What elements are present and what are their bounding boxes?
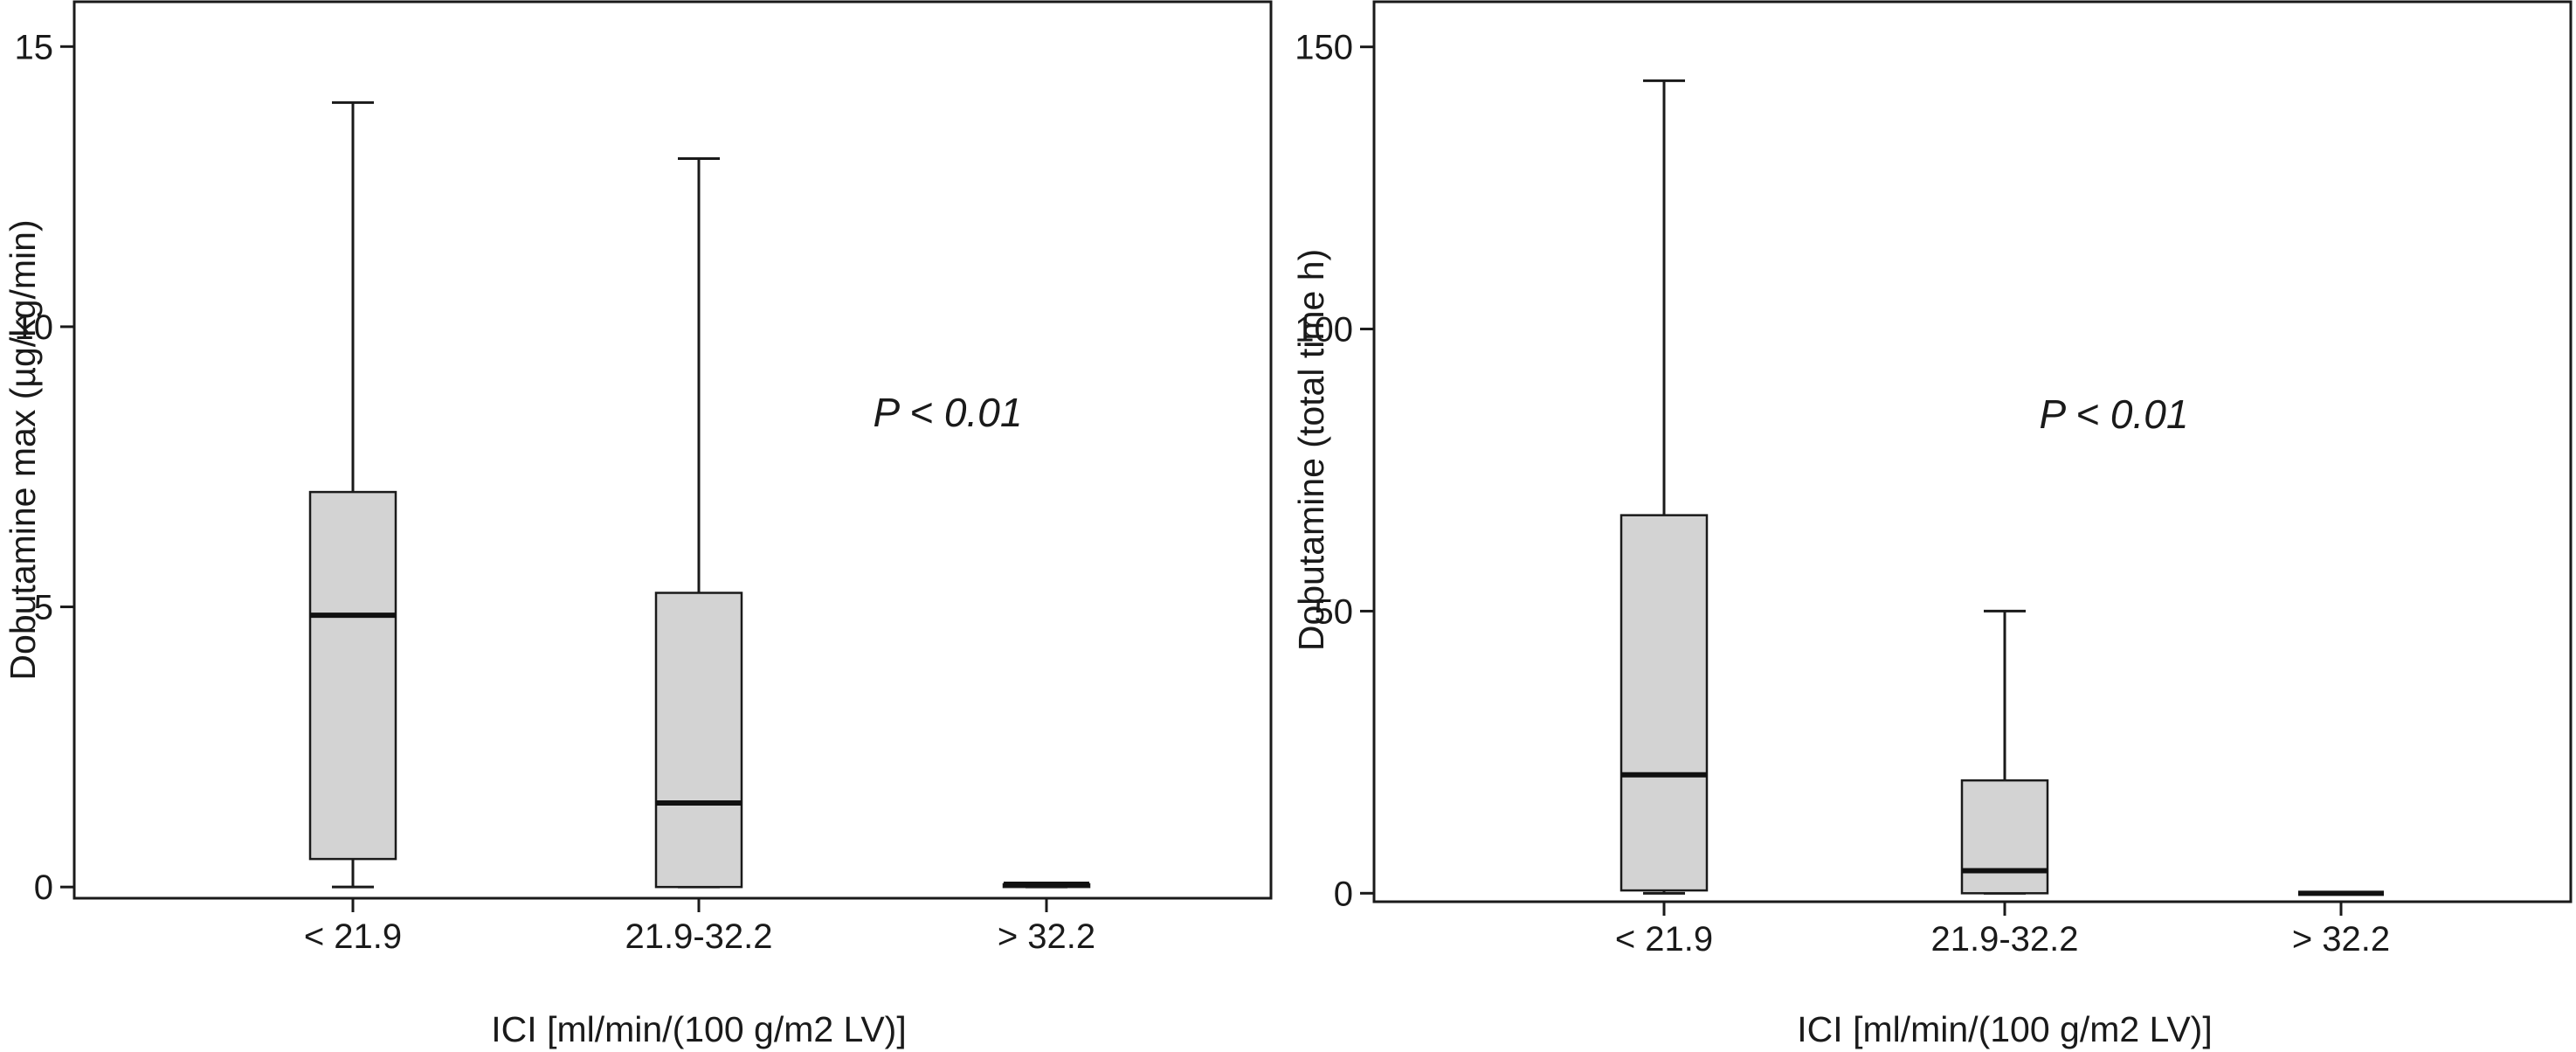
x-tick-label: > 32.2 <box>998 917 1095 956</box>
p-value-annotation: P < 0.01 <box>2040 391 2189 437</box>
y-tick-label: 0 <box>1334 875 1353 913</box>
x-tick-label: > 32.2 <box>2292 920 2390 959</box>
plot-frame <box>1372 0 2573 903</box>
y-tick-label: 15 <box>15 28 54 66</box>
y-axis-ticks: 0 50 100 150 <box>1295 29 1374 913</box>
x-axis-ticks: < 21.9 21.9-32.2 > 32.2 <box>1615 902 2390 959</box>
y-tick-label: 100 <box>1295 311 1353 350</box>
plot-frame <box>73 0 1273 900</box>
boxplot-series <box>308 100 1091 889</box>
x-axis-title: ICI [ml/min/(100 g/m2 LV)] <box>491 1009 906 1049</box>
panel-dobutamine-total-time: Dobutamine (total time h) ICI [ml/min/(1… <box>1291 0 2573 1049</box>
x-tick-label: 21.9-32.2 <box>625 917 772 956</box>
p-value-annotation: P < 0.01 <box>874 390 1023 435</box>
boxplot-series <box>1619 79 2384 896</box>
y-tick-label: 10 <box>15 308 54 347</box>
box-1 <box>308 100 397 889</box>
y-tick-label: 50 <box>1315 592 1354 631</box>
box-2 <box>654 157 743 889</box>
x-tick-label: 21.9-32.2 <box>1930 920 2078 959</box>
y-tick-label: 5 <box>34 589 53 627</box>
y-axis-title: Dobutamine (total time h) <box>1291 249 1331 651</box>
x-tick-label: < 21.9 <box>304 917 402 956</box>
y-axis-ticks: 0 5 10 15 <box>15 28 74 907</box>
box-iqr <box>1619 514 1709 892</box>
box-1 <box>1619 79 1709 895</box>
x-axis-ticks: < 21.9 21.9-32.2 > 32.2 <box>304 898 1095 956</box>
y-tick-label: 0 <box>34 869 53 907</box>
y-tick-label: 150 <box>1295 29 1353 67</box>
box-iqr <box>654 592 743 889</box>
panel-dobutamine-max: Dobutamine max (µg/kg/min) ICI [ml/min/(… <box>3 0 1273 1049</box>
box-iqr <box>1960 779 2049 895</box>
x-tick-label: < 21.9 <box>1615 920 1713 959</box>
y-axis-title: Dobutamine max (µg/kg/min) <box>3 219 43 680</box>
box-2 <box>1960 609 2049 895</box>
x-axis-title: ICI [ml/min/(100 g/m2 LV)] <box>1797 1009 2212 1049</box>
box-iqr <box>308 490 397 861</box>
box-3 <box>1002 881 1091 889</box>
